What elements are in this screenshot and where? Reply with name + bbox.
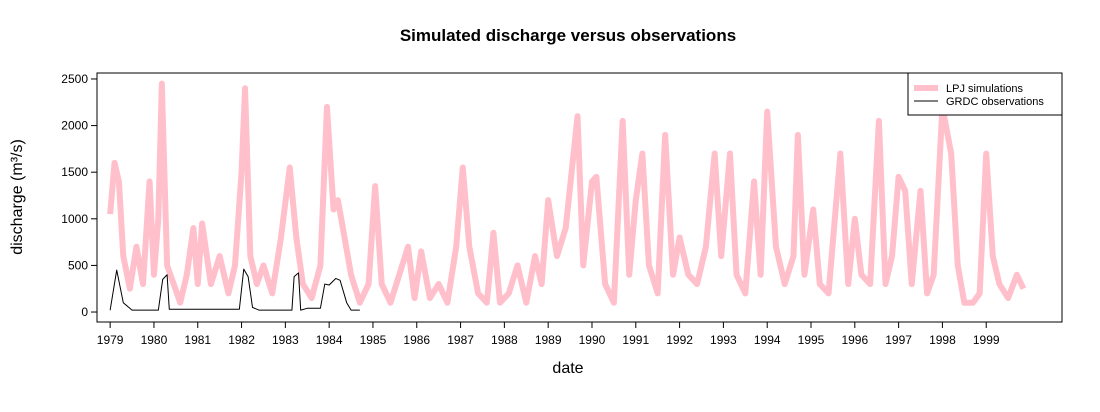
y-tick-label: 2500 — [61, 72, 88, 86]
legend-label: GRDC observations — [946, 96, 1044, 108]
x-tick-label: 1980 — [141, 333, 168, 347]
y-tick-label: 2000 — [61, 119, 88, 133]
x-tick-label: 1986 — [403, 333, 430, 347]
x-tick-label: 1997 — [885, 333, 912, 347]
x-tick-label: 1979 — [97, 333, 124, 347]
x-tick-label: 1994 — [754, 333, 781, 347]
x-tick-label: 1999 — [973, 333, 1000, 347]
x-axis-label: date — [552, 360, 583, 377]
x-tick-label: 1989 — [535, 333, 562, 347]
x-tick-label: 1993 — [710, 333, 737, 347]
x-tick-label: 1981 — [184, 333, 211, 347]
x-tick-label: 1990 — [579, 333, 606, 347]
legend-label: LPJ simulations — [946, 83, 1024, 95]
series-line — [107, 80, 1027, 306]
plot-frame — [96, 72, 1063, 323]
y-tick-label: 1000 — [61, 212, 88, 226]
x-tick-label: 1992 — [666, 333, 693, 347]
chart-title: Simulated discharge versus observations — [400, 26, 736, 45]
x-tick-label: 1995 — [798, 333, 825, 347]
y-tick-label: 0 — [81, 305, 88, 319]
x-tick-label: 1996 — [841, 333, 868, 347]
x-tick-label: 1988 — [491, 333, 518, 347]
x-tick-label: 1998 — [929, 333, 956, 347]
x-tick-label: 1982 — [228, 333, 255, 347]
legend-box — [907, 72, 1063, 116]
x-tick-label: 1991 — [622, 333, 649, 347]
x-tick-label: 1983 — [272, 333, 299, 347]
y-axis-label: discharge (m³/s) — [9, 139, 26, 255]
x-tick-label: 1985 — [360, 333, 387, 347]
x-tick-label: 1984 — [316, 333, 343, 347]
y-tick-label: 500 — [68, 258, 88, 272]
y-tick-label: 1500 — [61, 165, 88, 179]
x-tick-label: 1987 — [447, 333, 474, 347]
series-line — [109, 268, 360, 311]
